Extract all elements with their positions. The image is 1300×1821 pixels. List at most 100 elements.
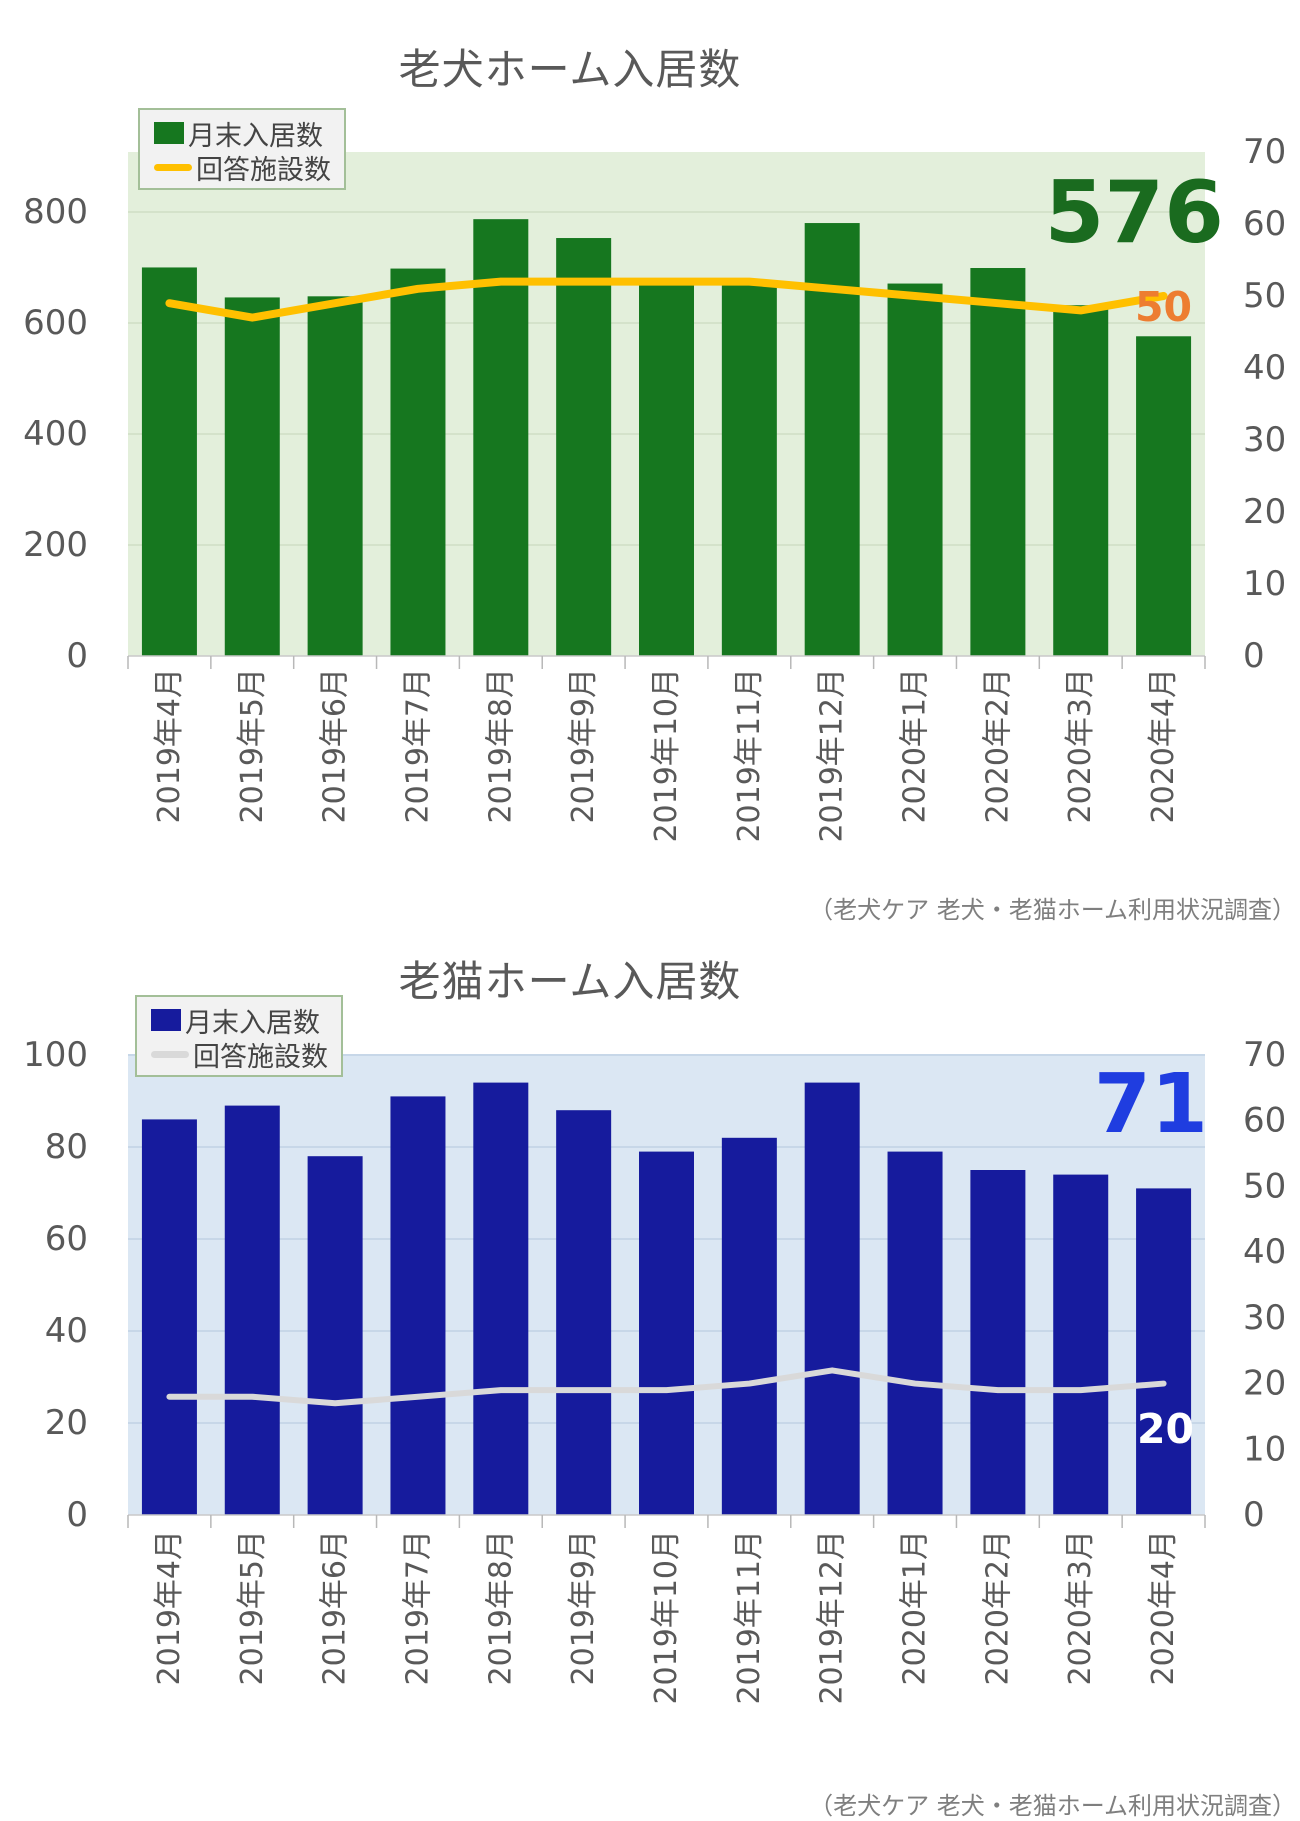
x-axis-label: 2019年12月 [815,668,850,843]
bar [804,223,860,656]
y-axis-label-right: 30 [1243,420,1286,460]
bar [473,219,529,656]
bar [639,279,694,656]
bar-series-swatch [154,122,184,144]
y-axis-label-left: 20 [45,1403,88,1443]
x-axis-label: 2019年10月 [649,668,684,843]
bar [1053,305,1109,656]
y-axis-label-right: 10 [1243,1429,1286,1469]
bar [390,268,446,656]
y-axis-label-right: 40 [1243,1232,1286,1272]
bar [887,283,943,656]
bar-series-label: 月末入居数 [188,120,323,152]
bar [887,1151,943,1515]
bar [473,1082,529,1515]
bar [639,1151,694,1515]
y-axis-label-right: 20 [1243,1364,1286,1404]
y-axis-label-right: 0 [1243,1495,1265,1535]
bar-series-swatch [151,1009,181,1031]
legend-item-bar: 月末入居数 [154,116,334,152]
y-axis-label-right: 40 [1243,348,1286,388]
x-axis-label: 2019年6月 [318,668,353,823]
x-axis-label: 2019年11月 [732,668,767,843]
bar [307,296,363,656]
bar-series-label: 月末入居数 [185,1007,320,1039]
x-axis-label: 2019年11月 [732,1530,767,1705]
x-axis-label: 2019年4月 [152,668,187,823]
y-axis-label-right: 60 [1243,1101,1286,1141]
line-series-swatch [154,163,192,171]
y-axis-label-right: 0 [1243,636,1265,676]
x-axis-label: 2019年5月 [235,668,270,823]
legend-item-bar: 月末入居数 [151,1003,331,1039]
y-axis-label-right: 30 [1243,1298,1286,1338]
x-axis-label: 2020年4月 [1146,1530,1181,1685]
x-axis-label: 2020年1月 [898,668,933,823]
x-axis-label: 2019年8月 [483,668,518,823]
y-axis-label-right: 70 [1243,132,1286,172]
x-axis-label: 2020年2月 [980,1530,1015,1685]
x-axis-label: 2019年5月 [235,1530,270,1685]
line-series-label: 回答施設数 [196,154,331,186]
bar [721,280,777,656]
bar [224,297,280,656]
y-axis-label-right: 70 [1243,1035,1286,1075]
x-axis-label: 2020年3月 [1063,668,1098,823]
bar [1136,1188,1192,1515]
y-axis-label-right: 20 [1243,492,1286,532]
bar [141,1119,197,1515]
x-axis-label: 2019年10月 [649,1530,684,1705]
cat-last-bar-value: 71 [1093,1057,1208,1152]
line-series-label: 回答施設数 [193,1041,328,1073]
y-axis-label-left: 80 [45,1127,88,1167]
x-axis-label: 2019年8月 [483,1530,518,1685]
x-axis-label: 2020年4月 [1146,668,1181,823]
x-axis-label: 2020年1月 [898,1530,933,1685]
cat-chart-source: （老犬ケア 老犬・老猫ホーム利用状況調査） [809,1792,1296,1820]
y-axis-label-left: 40 [45,1311,88,1351]
dog-last-line-value: 50 [1134,283,1192,331]
bar [721,1137,777,1515]
y-axis-label-right: 10 [1243,564,1286,604]
bar [141,267,197,656]
legend-item-line: 回答施設数 [154,150,334,186]
bar [390,1096,446,1515]
x-axis-label: 2020年3月 [1063,1530,1098,1685]
y-axis-label-left: 60 [45,1219,88,1259]
bar [307,1156,363,1515]
cat-chart-title: 老猫ホーム入居数 [398,957,742,1006]
x-axis-label: 2020年2月 [980,668,1015,823]
x-axis-label: 2019年7月 [400,668,435,823]
y-axis-label-left: 0 [66,636,88,676]
bar [970,268,1026,656]
y-axis-label-left: 600 [23,303,88,343]
y-axis-label-left: 400 [23,414,88,454]
trend-line [165,277,1168,322]
y-axis-label-right: 60 [1243,204,1286,244]
x-axis-label: 2019年6月 [318,1530,353,1685]
x-axis-label: 2019年12月 [815,1530,850,1705]
cat-chart-legend: 月末入居数 回答施設数 [135,995,343,1077]
dog-chart-title: 老犬ホーム入居数 [398,45,742,94]
y-axis-label-left: 0 [66,1495,88,1535]
dog-chart-legend: 月末入居数 回答施設数 [138,108,346,190]
bar [224,1105,280,1515]
bar [556,1110,612,1515]
dog-last-bar-value: 576 [1044,163,1224,263]
y-axis-label-left: 800 [23,192,88,232]
line-series-swatch [151,1050,189,1058]
x-axis-label: 2019年9月 [566,1530,601,1685]
dog-chart-source: （老犬ケア 老犬・老猫ホーム利用状況調査） [809,896,1296,924]
y-axis-label-left: 200 [23,525,88,565]
legend-item-line: 回答施設数 [151,1037,331,1073]
bar [1136,336,1192,656]
x-axis-label: 2019年7月 [400,1530,435,1685]
trend-line [166,1367,1167,1407]
y-axis-label-right: 50 [1243,1166,1286,1206]
x-axis-label: 2019年9月 [566,668,601,823]
y-axis-label-left: 100 [23,1035,88,1075]
x-axis-label: 2019年4月 [152,1530,187,1685]
bar [970,1170,1026,1515]
bar [804,1082,860,1515]
